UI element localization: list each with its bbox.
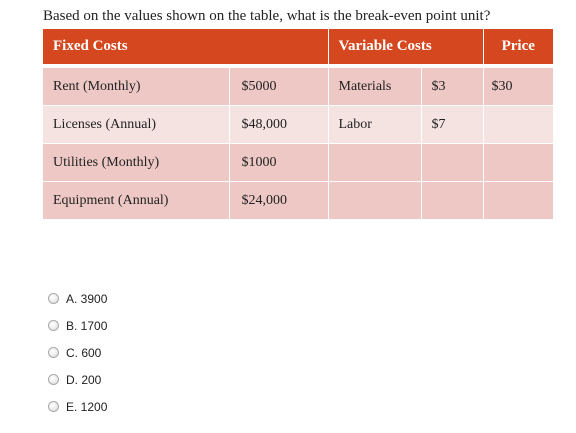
fixed-cost-label: Utilities (Monthly) bbox=[43, 143, 230, 182]
fixed-cost-value: $24,000 bbox=[229, 181, 329, 220]
variable-cost-value: $7 bbox=[421, 105, 484, 144]
answer-option-d[interactable]: D. 200 bbox=[48, 366, 107, 393]
price-value: $30 bbox=[483, 68, 554, 106]
radio-button[interactable] bbox=[48, 401, 59, 412]
option-label: D. 200 bbox=[66, 372, 102, 387]
price-value bbox=[483, 105, 554, 144]
answer-option-e[interactable]: E. 1200 bbox=[48, 393, 107, 420]
fixed-cost-label: Rent (Monthly) bbox=[43, 68, 230, 106]
question-text: Based on the values shown on the table, … bbox=[43, 8, 491, 24]
table-row: Rent (Monthly) $5000 Materials $3 $30 bbox=[43, 68, 554, 106]
option-label: E. 1200 bbox=[66, 399, 108, 414]
table-spacer bbox=[43, 64, 554, 68]
answer-options: A. 3900 B. 1700 C. 600 D. 200 E. 1200 bbox=[48, 285, 107, 420]
option-label: C. 600 bbox=[66, 345, 102, 360]
option-label: A. 3900 bbox=[66, 291, 108, 306]
table-row: Utilities (Monthly) $1000 bbox=[43, 143, 554, 182]
fixed-cost-label: Equipment (Annual) bbox=[43, 181, 230, 220]
fixed-cost-value: $1000 bbox=[229, 143, 329, 182]
fixed-cost-label: Licenses (Annual) bbox=[43, 105, 230, 144]
variable-cost-label bbox=[328, 181, 422, 220]
option-label: B. 1700 bbox=[66, 318, 108, 333]
variable-cost-value bbox=[421, 143, 484, 182]
answer-option-c[interactable]: C. 600 bbox=[48, 339, 107, 366]
table-row: Licenses (Annual) $48,000 Labor $7 bbox=[43, 105, 554, 144]
price-value bbox=[483, 181, 554, 220]
header-variable-costs: Variable Costs bbox=[328, 29, 484, 64]
variable-cost-label bbox=[328, 143, 422, 182]
variable-cost-value bbox=[421, 181, 484, 220]
variable-cost-label: Materials bbox=[328, 68, 422, 106]
fixed-cost-value: $48,000 bbox=[229, 105, 329, 144]
answer-option-b[interactable]: B. 1700 bbox=[48, 312, 107, 339]
radio-button[interactable] bbox=[48, 320, 59, 331]
price-value bbox=[483, 143, 554, 182]
radio-button[interactable] bbox=[48, 347, 59, 358]
costs-table: Fixed Costs Variable Costs Price Rent (M… bbox=[43, 29, 554, 220]
table-row: Equipment (Annual) $24,000 bbox=[43, 181, 554, 220]
header-fixed-costs: Fixed Costs bbox=[43, 29, 329, 64]
table-header-row: Fixed Costs Variable Costs Price bbox=[43, 29, 554, 64]
variable-cost-value: $3 bbox=[421, 68, 484, 106]
answer-option-a[interactable]: A. 3900 bbox=[48, 285, 107, 312]
fixed-cost-value: $5000 bbox=[229, 68, 329, 106]
variable-cost-label: Labor bbox=[328, 105, 422, 144]
radio-button[interactable] bbox=[48, 374, 59, 385]
header-price: Price bbox=[483, 29, 554, 64]
radio-button[interactable] bbox=[48, 293, 59, 304]
